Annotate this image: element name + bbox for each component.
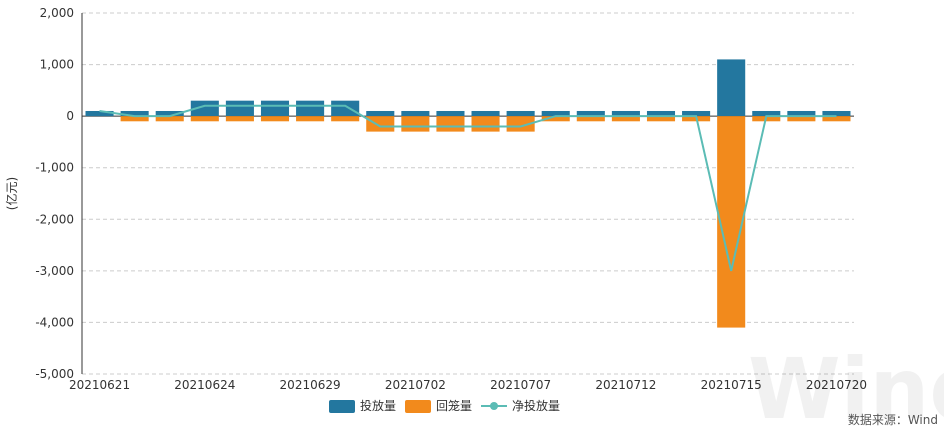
legend-label-injection: 投放量 (360, 398, 396, 413)
net-line (99, 104, 837, 272)
bar-injection-20210622 (120, 110, 149, 117)
y-tick-label: -4,000 (35, 315, 74, 329)
legend: 投放量 回笼量 净投放量 (329, 398, 560, 413)
bar-injection-20210624 (190, 100, 219, 117)
x-tick-label: 20210715 (701, 378, 762, 392)
data-source: 数据来源：Wind (848, 412, 938, 427)
grid-lines (82, 12, 854, 375)
bar-injection-20210701 (366, 110, 395, 117)
bar-injection-20210628 (260, 100, 290, 117)
bar-injection-20210705 (436, 110, 465, 117)
y-tick-label: 2,000 (40, 6, 74, 20)
bar-injection-20210629 (296, 100, 325, 117)
y-tick-label: 1,000 (40, 58, 74, 72)
bar-injection-20210716 (752, 110, 781, 117)
bar-injection-20210720 (822, 110, 851, 117)
legend-label-net: 净投放量 (512, 398, 560, 413)
x-tick-labels: 20210621 20210624 20210629 20210702 20210707… (69, 378, 867, 392)
series-line-net-injection (99, 104, 837, 272)
x-tick-label: 20210624 (174, 378, 235, 392)
y-tick-label: -1,000 (35, 161, 74, 175)
bar-withdrawal-20210713 (646, 116, 676, 122)
bar-withdrawal-20210630 (331, 116, 360, 122)
bar-injection-20210709 (576, 110, 605, 117)
x-tick-label: 20210621 (69, 378, 130, 392)
bar-injection-20210621 (85, 110, 114, 117)
bar-withdrawal-20210623 (155, 116, 184, 122)
x-tick-label: 20210629 (280, 378, 341, 392)
bar-withdrawal-20210624 (190, 116, 219, 122)
bar-withdrawal-20210628 (260, 116, 290, 122)
bars (85, 59, 851, 328)
y-tick-label: -2,000 (35, 212, 74, 226)
bar-withdrawal-20210701 (366, 116, 395, 132)
y-axis-label: (亿元) (4, 177, 19, 210)
bar-withdrawal-20210625 (225, 116, 254, 122)
legend-swatch-withdrawal (405, 400, 431, 413)
bar-withdrawal-20210720 (822, 116, 851, 122)
legend-swatch-injection (329, 400, 355, 413)
bar-injection-20210708 (541, 110, 570, 117)
legend-label-withdrawal: 回笼量 (436, 398, 472, 413)
x-tick-label: 20210720 (806, 378, 867, 392)
x-tick-label: 20210707 (490, 378, 551, 392)
bar-injection-20210702 (401, 110, 430, 117)
bar-withdrawal-20210712 (611, 116, 640, 122)
bar-withdrawal-20210706 (471, 116, 500, 132)
y-tick-labels: 2,000 1,000 0 -1,000 -2,000 -3,000 -4,000 -5,00… (35, 6, 74, 381)
bar-injection-20210625 (225, 100, 254, 117)
x-tick-label: 20210702 (385, 378, 446, 392)
bar-withdrawal-20210705 (436, 116, 465, 132)
legend-swatch-net-marker (490, 402, 498, 410)
bar-injection-20210719 (787, 110, 816, 117)
bar-injection-20210630 (331, 100, 360, 117)
x-tick-label: 20210712 (595, 378, 656, 392)
bar-injection-20210623 (155, 110, 184, 117)
bar-injection-20210707 (506, 110, 535, 117)
bar-withdrawal-20210707 (506, 116, 535, 132)
y-tick-label: -3,000 (35, 264, 74, 278)
y-tick-label: 0 (66, 109, 74, 123)
bar-injection-20210715 (717, 59, 746, 117)
y-tick-label: -5,000 (35, 367, 74, 381)
bar-injection-20210712 (611, 110, 640, 117)
watermark-logo: Wind (748, 340, 944, 429)
bar-withdrawal-20210715 (717, 116, 746, 328)
bar-withdrawal-20210702 (401, 116, 430, 132)
bar-injection-20210713 (646, 110, 676, 117)
bar-withdrawal-20210719 (787, 116, 816, 122)
bar-withdrawal-20210709 (576, 116, 605, 122)
bar-withdrawal-20210622 (120, 116, 149, 122)
bar-withdrawal-20210629 (296, 116, 325, 122)
bar-injection-20210714 (682, 110, 711, 117)
bar-withdrawal-20210708 (541, 116, 570, 122)
bar-injection-20210706 (471, 110, 500, 117)
